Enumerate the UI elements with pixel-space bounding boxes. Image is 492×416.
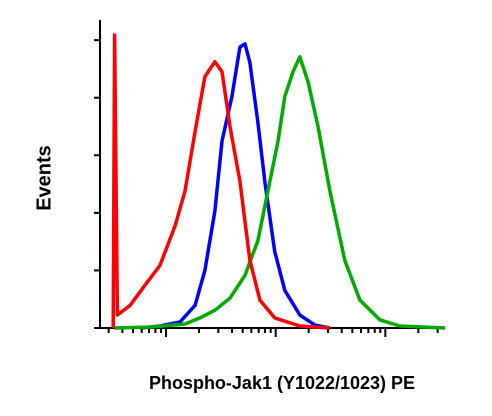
histogram-curve — [139, 42, 331, 330]
histogram-curve — [111, 33, 331, 330]
y-axis-label: Events — [33, 145, 55, 211]
x-axis-label: Phospho-Jak1 (Y1022/1023) PE — [149, 373, 415, 393]
histogram-curve — [114, 55, 446, 330]
